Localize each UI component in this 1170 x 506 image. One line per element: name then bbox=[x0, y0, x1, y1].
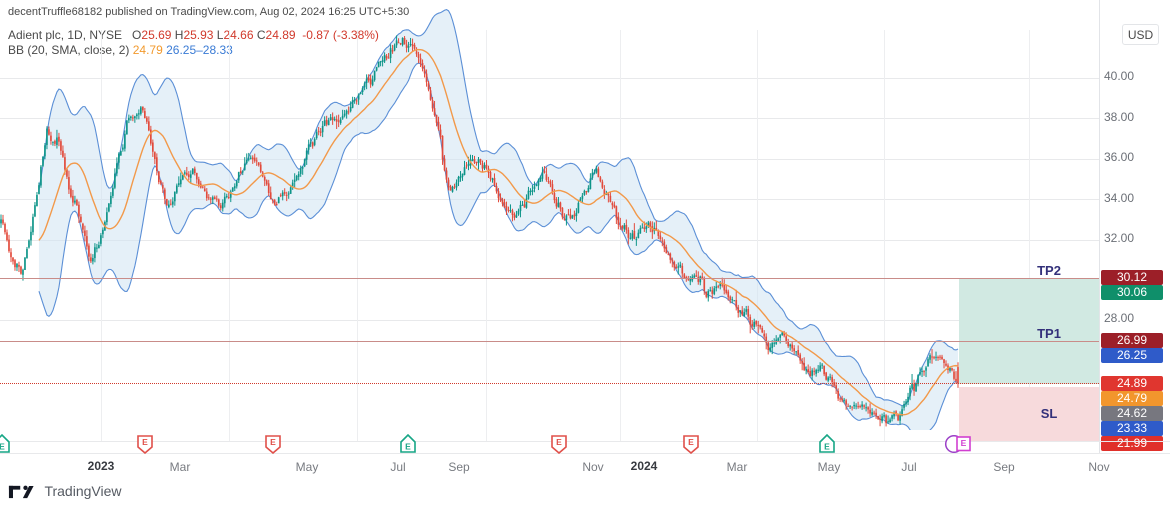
svg-text:E: E bbox=[556, 437, 562, 447]
svg-text:E: E bbox=[688, 437, 694, 447]
svg-text:E: E bbox=[270, 437, 276, 447]
svg-text:E: E bbox=[961, 438, 967, 448]
svg-text:E: E bbox=[405, 442, 411, 452]
svg-text:E: E bbox=[0, 442, 5, 452]
svg-text:E: E bbox=[142, 437, 148, 447]
svg-text:E: E bbox=[824, 442, 830, 452]
